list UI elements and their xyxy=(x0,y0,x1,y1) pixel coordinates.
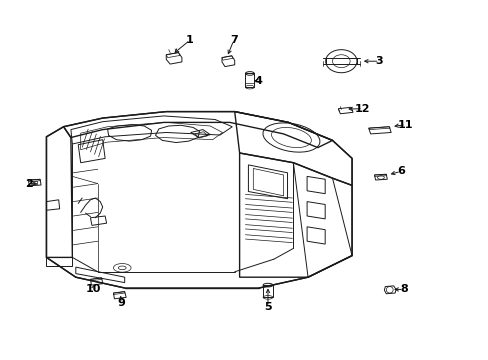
Text: 5: 5 xyxy=(264,302,271,312)
Text: 8: 8 xyxy=(399,284,407,294)
Text: 1: 1 xyxy=(185,35,193,45)
Text: 12: 12 xyxy=(354,104,370,114)
Text: 6: 6 xyxy=(396,166,404,176)
Text: 7: 7 xyxy=(229,35,237,45)
Text: 10: 10 xyxy=(85,284,101,294)
Bar xyxy=(31,181,37,184)
Text: 11: 11 xyxy=(397,120,413,130)
Text: 4: 4 xyxy=(254,76,262,86)
Text: 2: 2 xyxy=(25,179,33,189)
Bar xyxy=(245,73,254,87)
Text: 9: 9 xyxy=(117,298,125,308)
Text: 3: 3 xyxy=(375,56,383,66)
Bar xyxy=(263,285,272,297)
